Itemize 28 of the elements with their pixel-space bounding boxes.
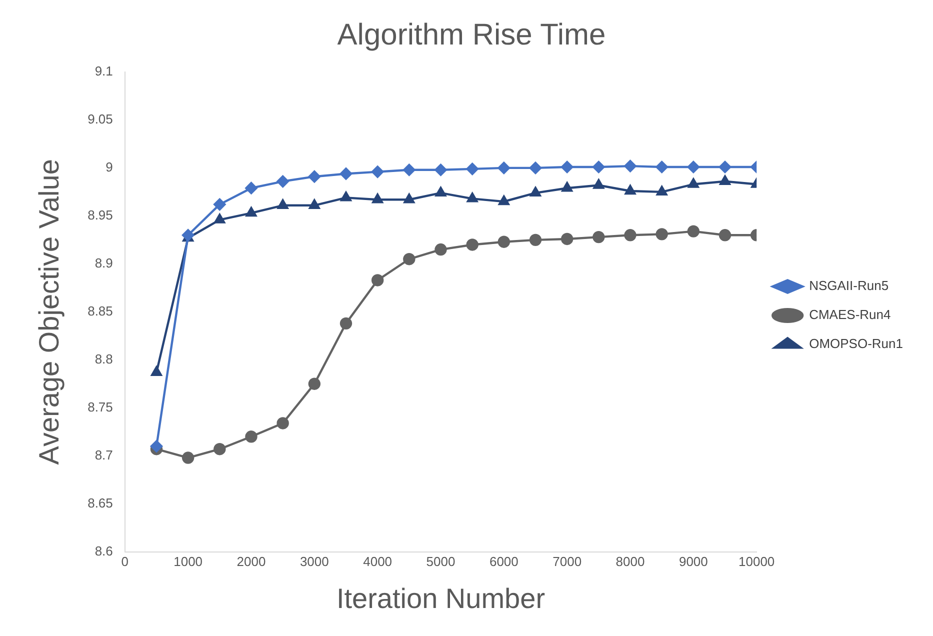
x-tick-label: 7000 [552, 554, 582, 570]
legend-label: CMAES-Run4 [809, 307, 891, 322]
y-tick-label: 8.6 [94, 543, 113, 558]
x-tick-label: 10000 [738, 554, 775, 570]
y-tick-label: 9 [106, 160, 113, 175]
y-tick-label: 8.9 [94, 256, 113, 270]
x-tick-label: 4000 [363, 554, 392, 570]
chart-title: Algorithm Rise Time [337, 18, 606, 52]
legend-label: OMOPSO-Run1 [809, 336, 904, 352]
legend-label: NSGAII-Run5 [809, 278, 889, 294]
y-tick-label: 8.7 [94, 447, 113, 462]
x-tick-label: 5000 [426, 554, 456, 570]
y-axis-title: Average Objective Value [34, 159, 65, 465]
x-tick-label: 9000 [678, 554, 708, 570]
y-tick-label: 8.65 [88, 495, 113, 510]
x-tick-label: 8000 [616, 554, 645, 570]
x-tick-label: 2000 [236, 554, 266, 570]
x-tick-label: 3000 [300, 554, 329, 570]
y-tick-label: 9.05 [88, 112, 113, 127]
y-tick-label: 8.85 [88, 303, 113, 318]
x-axis-title: Iteration Number [336, 582, 546, 614]
x-tick-label: 0 [121, 554, 129, 570]
y-tick-label: 9.1 [94, 64, 113, 79]
y-tick-label: 8.75 [88, 399, 113, 414]
y-tick-label: 8.8 [94, 351, 113, 366]
x-tick-label: 1000 [174, 554, 203, 570]
y-tick-label: 8.95 [88, 208, 113, 223]
x-tick-label: 6000 [489, 554, 518, 570]
